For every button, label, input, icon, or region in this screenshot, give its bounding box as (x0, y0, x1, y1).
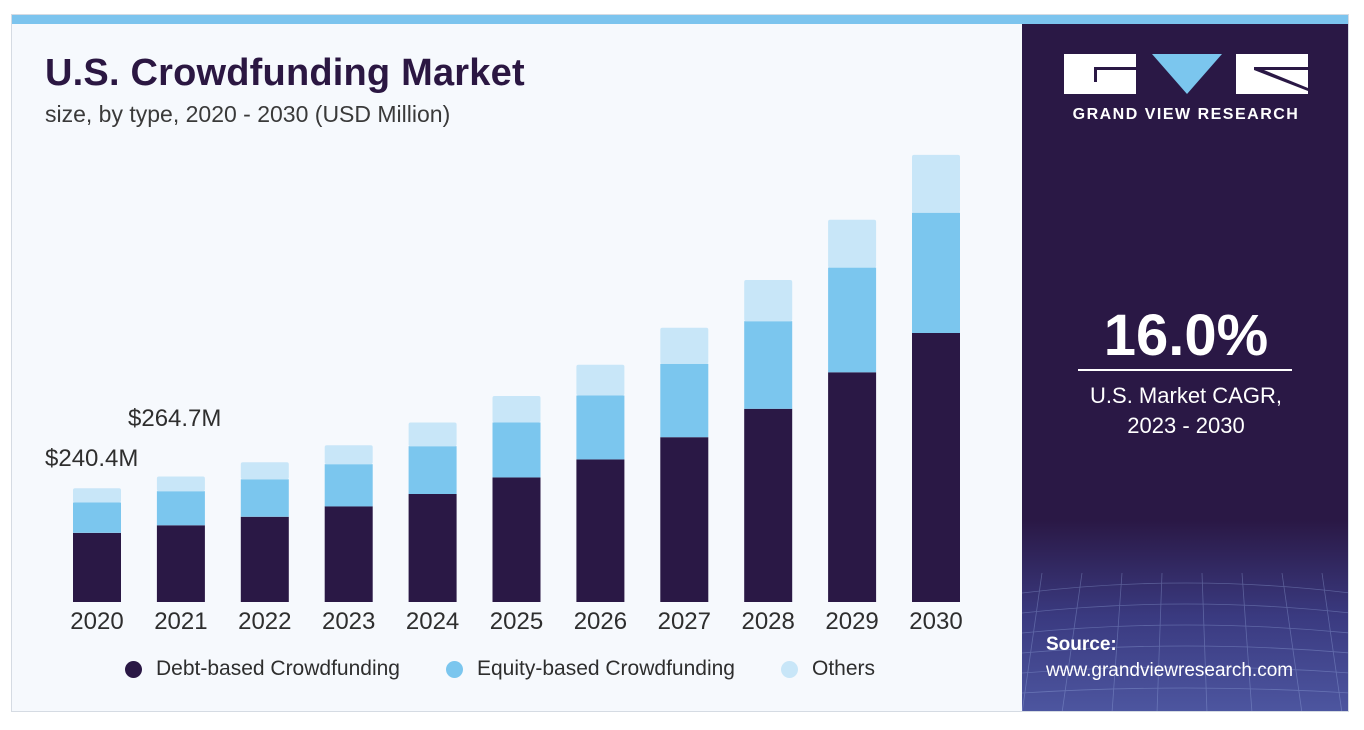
bar-segment-debt-based-crowdfunding-2027 (660, 437, 709, 602)
bar-chart-plot (73, 154, 960, 602)
cagr-label: U.S. Market CAGR, 2023 - 2030 (1022, 381, 1348, 441)
bar-segment-others-2023 (324, 445, 373, 465)
bar-segment-others-2026 (576, 364, 625, 396)
x-tick-label-2024: 2024 (405, 608, 460, 635)
bar-segment-equity-based-crowdfunding-2024 (408, 446, 457, 494)
bar-segment-equity-based-crowdfunding-2030 (912, 212, 960, 333)
cagr-divider (1078, 369, 1292, 371)
bar-segment-equity-based-crowdfunding-2026 (576, 395, 625, 460)
bar-segment-debt-based-crowdfunding-2028 (744, 408, 793, 602)
legend-item-debt: Debt-based Crowdfunding (125, 657, 400, 681)
x-tick-label-2023: 2023 (321, 608, 376, 635)
info-panel: GRAND VIEW RESEARCH 16.0% U.S. Market CA… (1022, 24, 1348, 711)
legend-item-others: Others (780, 657, 876, 681)
brand-name: GRAND VIEW RESEARCH (1072, 106, 1300, 123)
x-tick-label-2021: 2021 (154, 608, 208, 635)
grand-view-research-logo (1064, 54, 1308, 94)
chart-legend: Debt-based Crowdfunding Equity-based Cro… (125, 657, 921, 681)
bar-segment-others-2021 (156, 476, 205, 492)
bar-segment-equity-based-crowdfunding-2023 (324, 464, 373, 507)
top-accent-bar (12, 15, 1348, 24)
bar-segment-others-2029 (828, 219, 877, 268)
bar-segment-debt-based-crowdfunding-2024 (408, 494, 457, 602)
cagr-label-line-2: 2023 - 2030 (1127, 413, 1245, 438)
bar-segment-equity-based-crowdfunding-2029 (828, 267, 877, 373)
legend-label-equity: Equity-based Crowdfunding (476, 657, 735, 680)
cagr-value: 16.0% (1103, 303, 1269, 368)
x-tick-label-2020: 2020 (70, 608, 124, 635)
chart-card: U.S. Crowdfunding Market size, by type, … (11, 14, 1349, 712)
bar-segment-equity-based-crowdfunding-2020 (73, 502, 121, 533)
bar-segment-debt-based-crowdfunding-2021 (156, 525, 205, 602)
bar-segment-debt-based-crowdfunding-2029 (828, 372, 877, 602)
bar-segment-equity-based-crowdfunding-2021 (156, 491, 205, 526)
bar-segment-others-2024 (408, 422, 457, 447)
bar-segment-others-2027 (660, 327, 709, 364)
bar-segment-debt-based-crowdfunding-2022 (240, 516, 289, 602)
bar-segment-debt-based-crowdfunding-2020 (73, 532, 121, 602)
cagr-label-line-1: U.S. Market CAGR, (1090, 383, 1282, 408)
bar-segment-others-2020 (73, 488, 121, 503)
x-tick-label-2026: 2026 (573, 608, 628, 635)
legend-swatch-others (780, 660, 798, 678)
bar-segment-debt-based-crowdfunding-2023 (324, 506, 373, 602)
x-tick-label-2027: 2027 (657, 608, 711, 635)
x-tick-label-2028: 2028 (741, 608, 795, 635)
x-tick-label-2030: 2030 (909, 608, 963, 635)
bar-segment-others-2025 (492, 396, 541, 423)
legend-label-others: Others (811, 657, 876, 680)
bar-segment-equity-based-crowdfunding-2022 (240, 479, 289, 517)
chart-title: U.S. Crowdfunding Market (45, 52, 525, 94)
x-tick-label-2029: 2029 (825, 608, 879, 635)
legend-swatch-equity (445, 660, 463, 678)
bar-segment-equity-based-crowdfunding-2028 (744, 321, 793, 409)
source-label: Source: (1046, 634, 1117, 655)
source-url[interactable]: www.grandviewresearch.com (1046, 660, 1294, 681)
data-label-2020: $240.4M (45, 445, 139, 472)
x-tick-label-2025: 2025 (489, 608, 544, 635)
bar-segment-others-2028 (744, 280, 793, 322)
bar-segment-debt-based-crowdfunding-2026 (576, 459, 625, 602)
grid-texture-decoration (1022, 573, 1348, 711)
bar-segment-equity-based-crowdfunding-2025 (492, 422, 541, 478)
legend-swatch-debt (125, 660, 142, 678)
bar-segment-others-2022 (240, 462, 289, 480)
bar-segment-debt-based-crowdfunding-2025 (492, 477, 541, 602)
data-label-2021: $264.7M (128, 405, 222, 432)
bar-segment-equity-based-crowdfunding-2027 (660, 363, 709, 438)
bar-segment-others-2030 (912, 154, 960, 213)
legend-item-equity: Equity-based Crowdfunding (445, 657, 735, 681)
x-tick-label-2022: 2022 (238, 608, 292, 635)
chart-subtitle: size, by type, 2020 - 2030 (USD Million) (45, 101, 451, 127)
legend-label-debt: Debt-based Crowdfunding (156, 657, 400, 680)
bar-segment-debt-based-crowdfunding-2030 (912, 333, 960, 602)
